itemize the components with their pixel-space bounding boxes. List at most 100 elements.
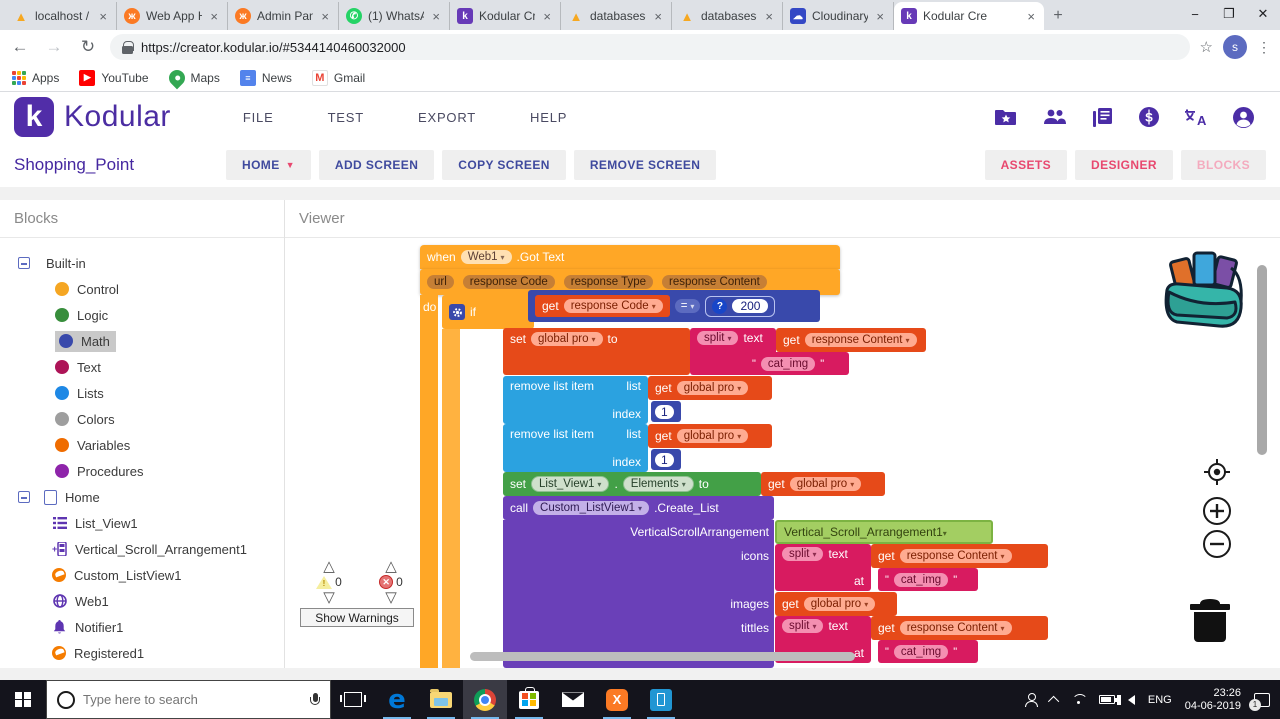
block-remove-list-item[interactable]: remove list item list index (503, 424, 648, 472)
block-call-body[interactable] (503, 520, 774, 668)
palette-item-lists[interactable]: Lists (0, 380, 284, 406)
menu-export[interactable]: EXPORT (418, 109, 477, 125)
vertical-scrollbar[interactable] (1257, 265, 1267, 455)
block-number-1[interactable]: 1 (651, 401, 681, 422)
community-icon[interactable] (1043, 109, 1067, 125)
warning-up-icon[interactable]: △ (323, 558, 335, 575)
browser-tab[interactable]: ▲ databases-a × (672, 2, 783, 30)
taskbar-blue-app[interactable] (639, 680, 683, 719)
close-icon[interactable]: × (765, 8, 773, 24)
browser-tab[interactable]: k Kodular Cre × (450, 2, 561, 30)
close-icon[interactable]: × (321, 8, 329, 24)
account-icon[interactable] (1233, 106, 1254, 128)
address-bar[interactable]: https://creator.kodular.io/#534414046003… (110, 34, 1190, 60)
operator-dropdown[interactable]: = (674, 299, 701, 313)
browser-tab[interactable]: ж Web App H × (117, 2, 228, 30)
battery-icon[interactable] (1098, 695, 1117, 704)
palette-item-variables[interactable]: Variables (0, 432, 284, 458)
if-block-wall[interactable] (442, 329, 460, 668)
horizontal-scrollbar[interactable] (470, 652, 855, 661)
component-list-view1[interactable]: List_View1 (0, 510, 284, 536)
variable-dropdown[interactable]: global pro (676, 429, 749, 443)
screen-selector-button[interactable]: HOME ▼ (226, 149, 311, 180)
projects-folder-icon[interactable] (995, 108, 1017, 126)
monetization-icon[interactable]: S (1139, 107, 1159, 127)
palette-item-logic[interactable]: Logic (0, 302, 284, 328)
variable-dropdown[interactable]: response Content (899, 549, 1012, 563)
language-indicator[interactable]: ENG (1147, 693, 1172, 706)
block-set-global-pro[interactable]: set global pro to (503, 328, 690, 375)
taskbar-store[interactable] (507, 680, 551, 719)
tray-expand-icon[interactable] (1047, 695, 1060, 707)
bookmark-apps[interactable]: Apps (12, 70, 59, 85)
browser-tab[interactable]: ▲ localhost / × (6, 2, 117, 30)
component-dropdown[interactable]: Web1 (460, 250, 512, 264)
block-get-global-pro[interactable]: get global pro (648, 424, 772, 448)
close-icon[interactable]: × (654, 8, 662, 24)
param-response-content[interactable]: response Content (662, 275, 767, 289)
variable-dropdown[interactable]: response Code (563, 299, 663, 313)
variable-dropdown[interactable]: response Content (899, 621, 1012, 635)
window-close-button[interactable]: ✕ (1257, 6, 1269, 21)
wifi-icon[interactable] (1072, 694, 1086, 705)
palette-item-control[interactable]: Control (0, 276, 284, 302)
center-blocks-icon[interactable] (1203, 458, 1231, 491)
zoom-in-icon[interactable] (1202, 496, 1232, 531)
variable-dropdown[interactable]: response Content (804, 333, 917, 347)
component-dropdown[interactable]: Custom_ListView1 (533, 501, 650, 515)
tree-screen-home[interactable]: Home (0, 484, 284, 510)
property-dropdown[interactable]: Elements (622, 476, 694, 492)
close-icon[interactable]: × (1027, 8, 1035, 24)
profile-avatar[interactable]: s (1223, 35, 1247, 59)
browser-tab[interactable]: ▲ databases-a × (561, 2, 672, 30)
variable-dropdown[interactable]: global pro (531, 332, 603, 346)
split-dropdown[interactable]: split (782, 619, 824, 633)
bookmark-maps[interactable]: Maps (165, 66, 220, 89)
block-get-global-pro[interactable]: get global pro (775, 592, 897, 616)
block-get-response-code[interactable]: get response Code (535, 295, 670, 317)
variable-dropdown[interactable]: global pro (803, 597, 876, 611)
close-icon[interactable]: × (432, 8, 440, 24)
forward-icon[interactable]: → (45, 37, 63, 56)
menu-file[interactable]: FILE (242, 109, 274, 125)
component-registered1[interactable]: Registered1 (0, 640, 284, 666)
translate-icon[interactable]: A (1185, 108, 1207, 127)
browser-tab-active[interactable]: k Kodular Cre × (894, 2, 1044, 30)
taskbar-chrome[interactable] (463, 680, 507, 719)
close-icon[interactable]: × (210, 8, 218, 24)
search-input[interactable] (83, 692, 302, 707)
browser-menu-icon[interactable]: ⋮ (1257, 38, 1272, 55)
split-dropdown[interactable]: split (782, 547, 824, 561)
taskbar-mail[interactable] (551, 680, 595, 719)
add-screen-button[interactable]: ADD SCREEN (318, 149, 435, 180)
copy-screen-button[interactable]: COPY SCREEN (442, 149, 566, 180)
palette-item-colors[interactable]: Colors (0, 406, 284, 432)
block-split[interactable]: split text at (775, 544, 871, 591)
microphone-icon[interactable] (310, 692, 320, 707)
block-get-response-content[interactable]: get response Content (871, 616, 1048, 640)
browser-tab[interactable]: ж Admin Pane × (228, 2, 339, 30)
variable-dropdown[interactable]: global pro (676, 381, 749, 395)
taskbar-edge[interactable]: e (375, 680, 419, 719)
backpack-icon[interactable] (1157, 248, 1249, 337)
error-up-icon[interactable]: △ (385, 558, 397, 575)
block-split[interactable]: split text at (690, 328, 776, 375)
block-get-response-content[interactable]: get response Content (871, 544, 1048, 568)
kodular-logo[interactable]: k (14, 97, 54, 137)
window-restore-button[interactable]: ❐ (1223, 6, 1235, 21)
block-number-200[interactable]: ? 200 (705, 295, 776, 317)
block-call-create-list[interactable]: call Custom_ListView1 .Create_List (503, 496, 774, 520)
remove-screen-button[interactable]: REMOVE SCREEN (573, 149, 717, 180)
browser-tab[interactable]: ✆ (1) WhatsA × (339, 2, 450, 30)
block-vertical-scroll-arrangement1[interactable]: Vertical_Scroll_Arrangement1 (775, 520, 993, 544)
gear-icon[interactable] (449, 304, 465, 320)
taskbar-search[interactable] (46, 680, 331, 719)
param-response-type[interactable]: response Type (563, 275, 654, 289)
block-number-1[interactable]: 1 (651, 449, 681, 470)
menu-test[interactable]: TEST (327, 109, 364, 125)
menu-help[interactable]: HELP (530, 109, 568, 125)
collapse-icon[interactable] (18, 257, 30, 269)
taskbar-clock[interactable]: 23:26 04-06-2019 (1185, 687, 1241, 713)
block-get-global-pro[interactable]: get global pro (761, 472, 885, 496)
block-remove-list-item[interactable]: remove list item list index (503, 376, 648, 424)
